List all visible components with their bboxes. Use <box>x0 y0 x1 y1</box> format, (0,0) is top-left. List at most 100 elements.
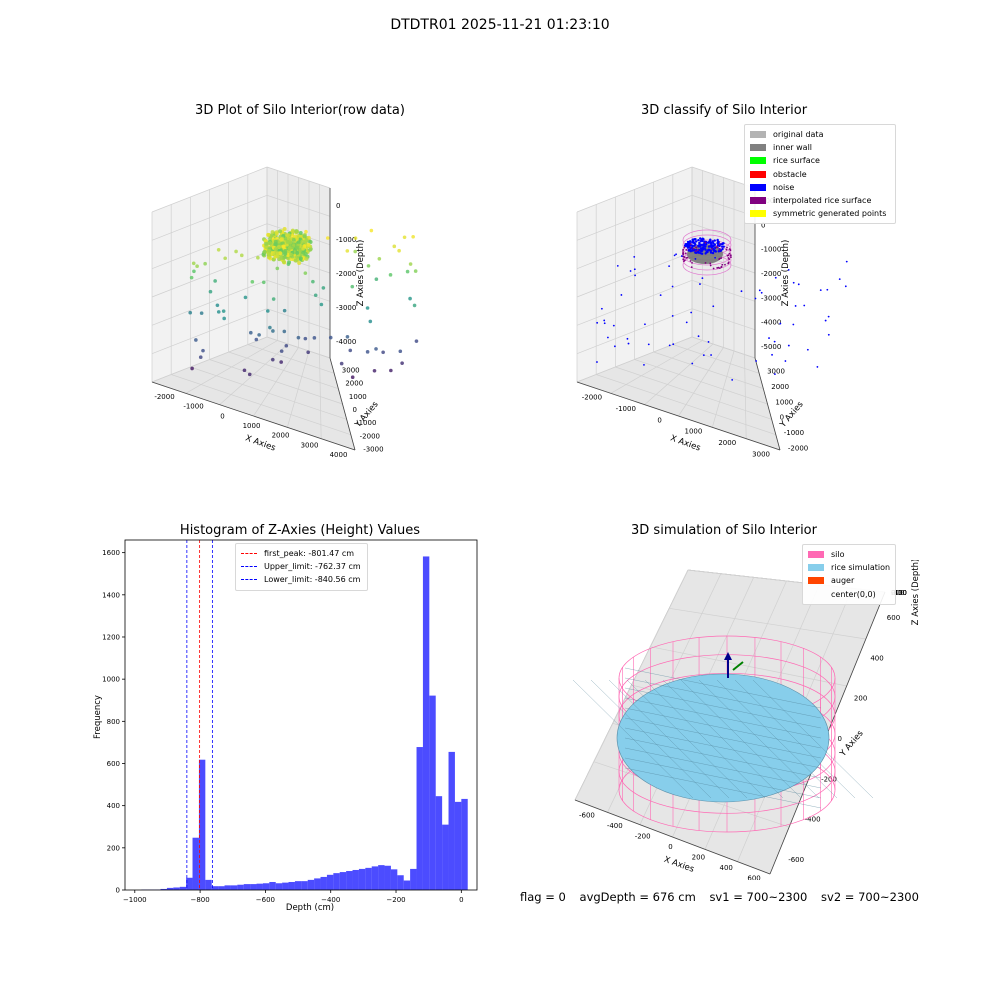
scatter-point <box>198 355 203 360</box>
scatter-point <box>223 256 227 261</box>
noise-point <box>694 251 697 254</box>
noise-point <box>826 288 829 291</box>
legend-entry: auger <box>808 574 890 587</box>
noise-point <box>694 258 697 260</box>
scatter-point <box>201 348 205 353</box>
histogram-y-label: Frequency <box>93 695 103 739</box>
x-tick-label: 0 <box>459 896 463 904</box>
scatter-point <box>273 242 278 247</box>
scatter-point <box>296 335 301 340</box>
scatter-point <box>321 286 326 290</box>
noise-point <box>697 251 700 254</box>
histogram-bar <box>358 868 366 890</box>
legend-swatch <box>750 131 766 139</box>
interpolated-point <box>726 246 728 249</box>
scatter-point <box>213 279 217 283</box>
noise-point <box>690 244 694 247</box>
scatter-point <box>274 231 279 236</box>
grid-line <box>266 336 331 359</box>
noise-point <box>689 249 692 252</box>
noise-point <box>819 289 822 292</box>
scatter-point <box>271 297 276 301</box>
noise-point <box>704 243 708 246</box>
rice-mesh-line <box>624 747 822 789</box>
scatter-point <box>319 302 324 307</box>
noise-point <box>671 315 674 317</box>
auger-direction <box>732 661 744 671</box>
x-tick-label: 3000 <box>752 450 770 458</box>
noise-point <box>845 260 848 263</box>
scatter-point <box>298 230 303 235</box>
x-tick-label: -2000 <box>582 394 602 402</box>
scatter-point <box>306 350 310 355</box>
noise-point <box>684 244 687 248</box>
rice-mesh-line <box>662 679 784 799</box>
scatter-point <box>268 241 273 246</box>
histogram-ticks: −1000 −800 −600 −400 −200 0 0 200 400 600 800 1000 1… <box>102 549 463 904</box>
noise-point <box>711 245 715 248</box>
histogram-bar <box>218 886 225 890</box>
legend-label: auger <box>831 576 855 586</box>
histogram-bar <box>371 866 379 890</box>
interpolated-point <box>727 261 730 264</box>
histogram-bar <box>256 883 263 890</box>
rice-mesh-line <box>624 697 822 739</box>
noise-point <box>620 294 623 296</box>
y-tick-label: 3000 <box>767 368 785 376</box>
scatter-point <box>365 350 370 354</box>
rice-mesh-line <box>624 727 822 769</box>
noise-point <box>792 281 795 284</box>
legend-line <box>241 553 257 555</box>
histogram-bar <box>403 880 411 890</box>
legend-swatch <box>750 170 766 178</box>
noise-point <box>740 290 743 293</box>
x-tick-label: −400 <box>321 896 340 904</box>
legend-label: first_peak: -801.47 cm <box>264 549 355 559</box>
interpolated-point <box>695 246 697 249</box>
legend-label: obstacle <box>773 169 807 179</box>
plot-frame <box>124 539 478 891</box>
legend-label: Upper_limit: -762.37 cm <box>264 562 361 572</box>
plot2-3d-axes: -2000-10000100020003000-2000-10000100020… <box>576 166 848 458</box>
scatter-point <box>277 245 282 250</box>
avg-depth-text: avgDepth = 676 cm <box>579 890 696 904</box>
noise-point <box>616 264 619 267</box>
interpolated-point <box>712 267 715 270</box>
noise-point <box>707 245 711 248</box>
rice-mesh-line <box>716 679 838 799</box>
interpolated-point <box>729 254 732 256</box>
z-tick-label: -1000 <box>336 236 356 244</box>
noise-point <box>706 250 709 254</box>
x-tick-label: 0 <box>220 412 224 420</box>
scatter-point <box>353 249 358 254</box>
plot4-legend: silo rice simulation auger center(0,0) <box>802 544 896 605</box>
interpolated-point <box>718 248 721 251</box>
y-tick-label: -1000 <box>356 419 376 427</box>
scatter-point <box>408 262 413 266</box>
scatter-point <box>366 264 371 268</box>
x-tick-label: -200 <box>635 832 651 840</box>
plot4-3d-axes: -600-400-2000200400600-600-400-200020040… <box>572 560 921 880</box>
noise-point <box>792 323 795 326</box>
scatter-point <box>325 236 330 240</box>
scatter-point <box>278 251 283 256</box>
z-tick-label: -2000 <box>761 270 781 278</box>
legend-label: symmetric generated points <box>773 209 887 219</box>
auger-marker <box>724 652 744 678</box>
histogram-bar <box>333 873 340 890</box>
grid-line <box>576 195 693 241</box>
legend-label: Lower_limit: -840.56 cm <box>264 575 361 585</box>
interpolated-point <box>711 248 713 250</box>
noise-point <box>779 322 782 325</box>
plot1-3d-axes: -2000 -1000 0 1000 2000 3000 4000 -3000 -2000 -10… <box>151 166 419 459</box>
noise-point <box>627 342 630 345</box>
histogram-axes: −1000 −800 −600 −400 −200 0 0 200 400 600 800 1000 1… <box>102 539 478 904</box>
interpolated-point <box>728 252 731 255</box>
scatter-point <box>388 273 393 277</box>
interpolated-point <box>689 243 692 246</box>
x-tick-label: 0 <box>668 843 672 851</box>
scatter-point <box>216 247 221 252</box>
noise-point <box>707 341 710 343</box>
histogram-bar <box>422 556 430 890</box>
scatter-point <box>304 238 309 243</box>
